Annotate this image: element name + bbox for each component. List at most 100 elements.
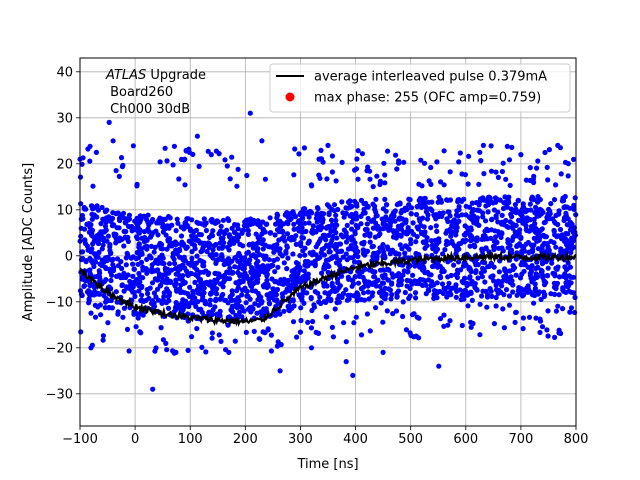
scatter-point <box>380 280 387 286</box>
scatter-point <box>113 289 119 295</box>
scatter-point <box>182 220 188 226</box>
scatter-point <box>104 238 110 244</box>
scatter-point <box>462 223 468 229</box>
scatter-point <box>493 287 500 293</box>
scatter-point <box>135 315 141 321</box>
scatter-point <box>567 227 574 233</box>
scatter-point <box>220 217 226 223</box>
scatter-point <box>118 213 124 219</box>
scatter-point <box>453 212 460 218</box>
scatter-point <box>520 326 526 332</box>
scatter-point <box>553 286 559 292</box>
scatter-point <box>393 152 399 158</box>
scatter-point <box>426 199 432 205</box>
scatter-point <box>382 180 388 186</box>
scatter-point <box>234 305 240 311</box>
scatter-point <box>285 255 291 261</box>
scatter-point <box>539 226 545 232</box>
scatter-point <box>134 181 140 187</box>
scatter-point <box>102 258 108 264</box>
scatter-point <box>483 288 489 294</box>
scatter-point <box>345 246 351 252</box>
scatter-point <box>87 143 93 149</box>
scatter-point <box>300 229 306 235</box>
scatter-point <box>542 149 548 156</box>
scatter-point <box>321 283 327 289</box>
scatter-point <box>519 293 526 299</box>
scatter-point <box>320 159 326 165</box>
scatter-point <box>422 245 428 251</box>
scatter-point <box>140 275 146 281</box>
scatter-point <box>568 280 574 286</box>
scatter-point <box>376 233 382 239</box>
scatter-point <box>212 270 218 276</box>
scatter-point <box>506 302 513 308</box>
scatter-point <box>89 229 95 235</box>
scatter-point <box>149 269 155 275</box>
scatter-point <box>82 278 88 284</box>
scatter-outlier <box>277 368 283 374</box>
scatter-point <box>99 246 105 252</box>
scatter-point <box>241 274 247 280</box>
scatter-point <box>172 260 178 267</box>
scatter-point <box>329 283 335 289</box>
scatter-point <box>86 267 92 274</box>
scatter-point <box>229 154 235 160</box>
scatter-point <box>499 212 505 218</box>
scatter-point <box>413 211 420 218</box>
scatter-point <box>551 227 557 234</box>
scatter-point <box>145 212 151 218</box>
scatter-point <box>262 255 268 261</box>
scatter-point <box>398 210 404 216</box>
scatter-point <box>318 147 324 153</box>
scatter-point <box>499 219 505 225</box>
scatter-point <box>484 304 490 310</box>
scatter-point <box>358 197 364 203</box>
scatter-point <box>189 259 195 265</box>
scatter-point <box>507 182 513 188</box>
scatter-point <box>242 270 248 276</box>
scatter-point <box>435 199 441 205</box>
scatter-point <box>538 267 544 273</box>
scatter-point <box>558 330 564 337</box>
scatter-point <box>106 284 112 290</box>
scatter-point <box>136 288 142 294</box>
scatter-point <box>86 300 92 306</box>
scatter-point <box>157 159 163 165</box>
scatter-point <box>78 233 84 239</box>
scatter-point <box>572 294 578 301</box>
scatter-point <box>90 183 96 189</box>
scatter-point <box>441 312 447 318</box>
scatter-point <box>133 324 139 330</box>
scatter-point <box>117 217 123 224</box>
scatter-point <box>284 231 291 237</box>
scatter-point <box>293 233 299 239</box>
scatter-point <box>315 241 321 247</box>
scatter-point <box>428 225 434 231</box>
scatter-point <box>209 251 215 258</box>
scatter-point <box>392 218 398 224</box>
scatter-point <box>571 244 577 250</box>
scatter-point <box>536 289 543 295</box>
scatter-point <box>132 225 138 232</box>
scatter-point <box>506 194 512 200</box>
scatter-point <box>246 261 252 267</box>
scatter-point <box>315 330 322 336</box>
scatter-point <box>96 249 102 255</box>
scatter-point <box>414 234 420 240</box>
scatter-point <box>251 328 257 334</box>
scatter-point <box>467 274 473 280</box>
scatter-point <box>113 236 119 242</box>
scatter-point <box>182 182 188 188</box>
scatter-point <box>458 267 464 273</box>
scatter-point <box>147 234 154 240</box>
scatter-point <box>510 289 516 295</box>
scatter-point <box>549 260 555 266</box>
scatter-point <box>103 219 109 225</box>
scatter-point <box>490 243 497 250</box>
scatter-point <box>219 252 225 258</box>
scatter-point <box>166 213 172 220</box>
scatter-point <box>105 320 111 326</box>
scatter-point <box>88 203 95 209</box>
scatter-point <box>493 213 499 219</box>
